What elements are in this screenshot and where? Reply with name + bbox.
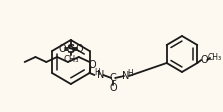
Text: CH₃: CH₃ (63, 55, 78, 64)
Text: N: N (122, 71, 130, 81)
Text: C: C (110, 73, 117, 83)
Text: H: H (95, 68, 100, 76)
Text: H: H (127, 69, 133, 78)
Text: N: N (97, 70, 104, 80)
Text: O: O (76, 44, 83, 54)
Text: O: O (109, 83, 117, 93)
Text: O: O (58, 44, 66, 54)
Text: S: S (67, 42, 75, 56)
Text: O: O (89, 60, 96, 70)
Text: O: O (200, 55, 208, 65)
Text: CH₃: CH₃ (208, 53, 222, 61)
